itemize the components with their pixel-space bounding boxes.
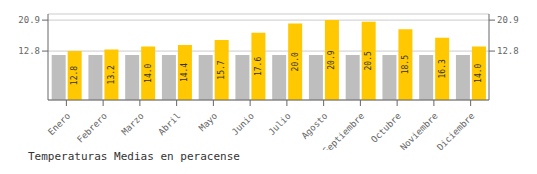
- svg-text:Mayo: Mayo: [197, 111, 219, 133]
- svg-text:Febrero: Febrero: [75, 111, 109, 145]
- svg-text:Junio: Junio: [230, 111, 256, 137]
- svg-text:14.0: 14.0: [474, 63, 483, 82]
- svg-text:18.5: 18.5: [401, 55, 410, 74]
- svg-text:20.9: 20.9: [18, 15, 40, 25]
- svg-text:12.8: 12.8: [497, 46, 519, 56]
- svg-text:Julio: Julio: [267, 111, 293, 137]
- html-text:Temperaturas Medias en peracen: Temperaturas Medias en peracense: [28, 150, 240, 163]
- svg-text:14.4: 14.4: [180, 63, 189, 82]
- svg-text:16.3: 16.3: [438, 59, 447, 78]
- svg-text:12.8: 12.8: [70, 66, 79, 85]
- svg-text:20.9: 20.9: [327, 50, 336, 69]
- svg-text:Marzo: Marzo: [120, 111, 146, 137]
- svg-text:Octubre: Octubre: [369, 111, 403, 145]
- svg-text:13.2: 13.2: [107, 65, 116, 84]
- svg-text:12.8: 12.8: [18, 46, 40, 56]
- svg-text:Noviembre: Noviembre: [398, 111, 440, 150]
- svg-text:Abril: Abril: [156, 111, 182, 137]
- svg-text:14.0: 14.0: [144, 63, 153, 82]
- svg-text:Enero: Enero: [46, 111, 72, 137]
- svg-text:Septiembre: Septiembre: [321, 111, 366, 150]
- svg-text:15.7: 15.7: [217, 60, 226, 79]
- svg-text:20.5: 20.5: [364, 51, 373, 70]
- svg-text:Agosto: Agosto: [300, 111, 330, 141]
- svg-text:20.9: 20.9: [497, 15, 519, 25]
- svg-text:Diciembre: Diciembre: [435, 111, 477, 150]
- svg-text:17.6: 17.6: [254, 57, 263, 76]
- svg-text:20.0: 20.0: [291, 52, 300, 71]
